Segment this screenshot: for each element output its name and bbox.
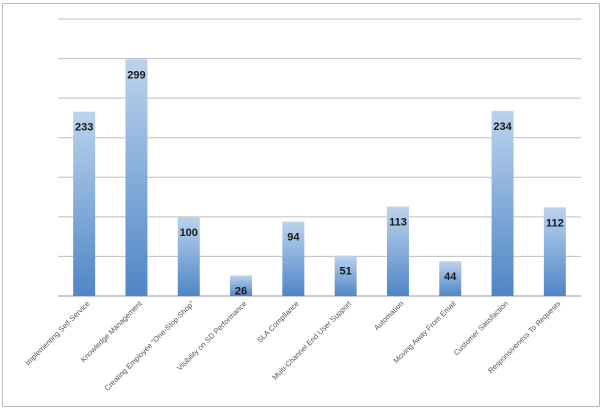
chart-frame: 233 299 100 26 94 51 113 44 234 112 Implementing … (2, 3, 600, 407)
data-label: 44 (444, 271, 457, 283)
data-label: 299 (127, 69, 145, 81)
data-labels: 233 299 100 26 94 51 113 44 234 112 (75, 69, 564, 297)
category-label: SLA Compliance (255, 299, 301, 345)
bar (439, 261, 462, 296)
data-label: 234 (493, 121, 512, 133)
data-label: 94 (287, 232, 300, 244)
category-label: Automation (372, 299, 405, 332)
bar (177, 216, 200, 296)
data-label: 233 (75, 122, 93, 134)
bar (491, 110, 514, 296)
category-label: Customer Satisfaction (452, 299, 510, 357)
bars (73, 59, 566, 297)
bar (73, 111, 96, 297)
category-label: Creating Employee "One-Stop-Shop" (103, 299, 197, 393)
bar (282, 221, 305, 296)
data-label: 112 (546, 217, 564, 229)
bar (230, 275, 253, 296)
data-label: 26 (235, 285, 247, 297)
data-label: 51 (340, 266, 352, 278)
bar (386, 206, 409, 296)
bar (543, 207, 566, 296)
bar (125, 59, 148, 297)
data-label: 113 (389, 217, 407, 229)
bar (334, 255, 357, 296)
bar-chart: 233 299 100 26 94 51 113 44 234 112 Implementing … (23, 18, 581, 393)
data-label: 100 (180, 227, 198, 239)
